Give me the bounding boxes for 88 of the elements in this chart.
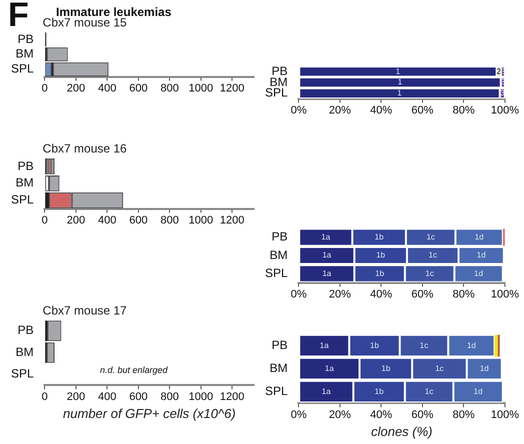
y-tick-label: PB [272,230,288,244]
x-tick-label: 100% [490,288,520,300]
x-tick-label: 40% [370,408,392,421]
series-label: 1d [474,232,484,242]
text: 1b [376,250,386,260]
x-tick-label: 0% [290,408,307,421]
x-tick-label: 1000 [188,390,214,403]
series-label: 1d [466,340,476,350]
series-label: 1a [320,340,330,350]
y-tick-label: PB [18,32,34,46]
y-tick-label: PB [272,338,288,352]
x-tick-label: 0 [42,82,48,94]
x-tick-label: 0 [42,214,48,226]
text: 1a [322,250,332,260]
text: F [8,0,29,34]
text: 1d [480,364,489,373]
chart-title: Cbx7 mouse 17 [42,303,128,318]
text: 1 [397,88,402,98]
x-tick-label: 0 [42,390,48,403]
x-tick-label: 1200 [220,82,244,94]
text: 1a [324,364,334,373]
x-tick-label: 800 [160,214,179,226]
x-axis-title: clones (%) [371,424,433,439]
x-tick-label: 800 [160,390,179,403]
x-tick-label: 60% [411,408,434,421]
text: 1d [474,268,484,278]
x-tick-label: 60% [411,288,434,300]
text: 1b [381,364,390,373]
y-tick-label: BM [16,46,34,61]
y-tick-label: PB [18,158,34,173]
y-tick-label: BM [16,176,34,190]
x-tick-label: 80% [452,408,475,421]
x-tick-label: 100% [490,408,520,421]
x-tick-label: 600 [129,214,148,226]
x-tick-label: 400 [98,214,116,226]
y-tick-label: PB [18,323,34,338]
y-tick-label: SPL [264,266,288,280]
y-tick-label: SPL [10,366,34,381]
text: 1a [322,268,332,278]
x-tick-label: 400 [98,390,116,403]
text: 1b [375,268,384,278]
x-tick-label: 1200 [220,390,244,403]
x-tick-label: 20% [328,104,352,116]
text: 1 [398,78,402,87]
x-tick-label: 200 [66,390,86,403]
x-axis-title: number of GFP+ cells (x10^6) [63,406,236,421]
text: 1b [374,386,384,396]
text: 1c [424,386,434,396]
text: 1c [425,268,434,278]
x-tick-label: 40% [370,104,392,116]
series-label: 1 [396,66,401,76]
x-tick-label: 40% [370,288,392,300]
y-tick-label: SPL [10,62,34,76]
text: 1d [474,386,483,396]
x-tick-label: 800 [160,82,179,94]
y-tick-label: SPL [264,384,288,398]
x-tick-label: 200 [66,214,86,226]
x-tick-label: 1000 [188,214,214,226]
x-tick-label: 1200 [220,214,244,226]
y-tick-label: BM [270,248,288,262]
x-tick-label: 400 [98,82,116,94]
x-tick-label: 80% [452,288,475,300]
chart-title: Cbx7 mouse 16 [42,141,128,156]
y-tick-label: SPL [10,192,34,207]
annotation: n.d. but enlarged [100,365,168,375]
series-label: 1c [426,232,435,242]
x-tick-label: 0% [290,104,307,116]
series-label: 2 [496,66,502,76]
x-tick-label: 80% [452,104,475,116]
x-tick-label: 200 [66,82,86,94]
y-tick-label: BM [270,361,288,376]
x-tick-label: 100% [490,104,520,116]
series-label: 1b [374,232,384,242]
text: 1c [435,364,444,373]
x-tick-label: 60% [411,104,434,116]
text: 1d [476,250,486,260]
text: 1a [322,386,331,396]
y-tick-label: BM [16,344,34,359]
x-tick-label: 20% [328,408,352,421]
x-tick-label: 600 [129,82,148,94]
x-tick-label: 20% [328,288,352,300]
x-tick-label: 0% [290,288,307,300]
x-tick-label: 1000 [188,82,214,94]
text: 1c [428,250,437,260]
series-label: 1a [321,232,331,242]
series-label: 1b [370,340,380,350]
x-tick-label: 600 [129,390,148,403]
series-label: 1c [420,340,428,350]
